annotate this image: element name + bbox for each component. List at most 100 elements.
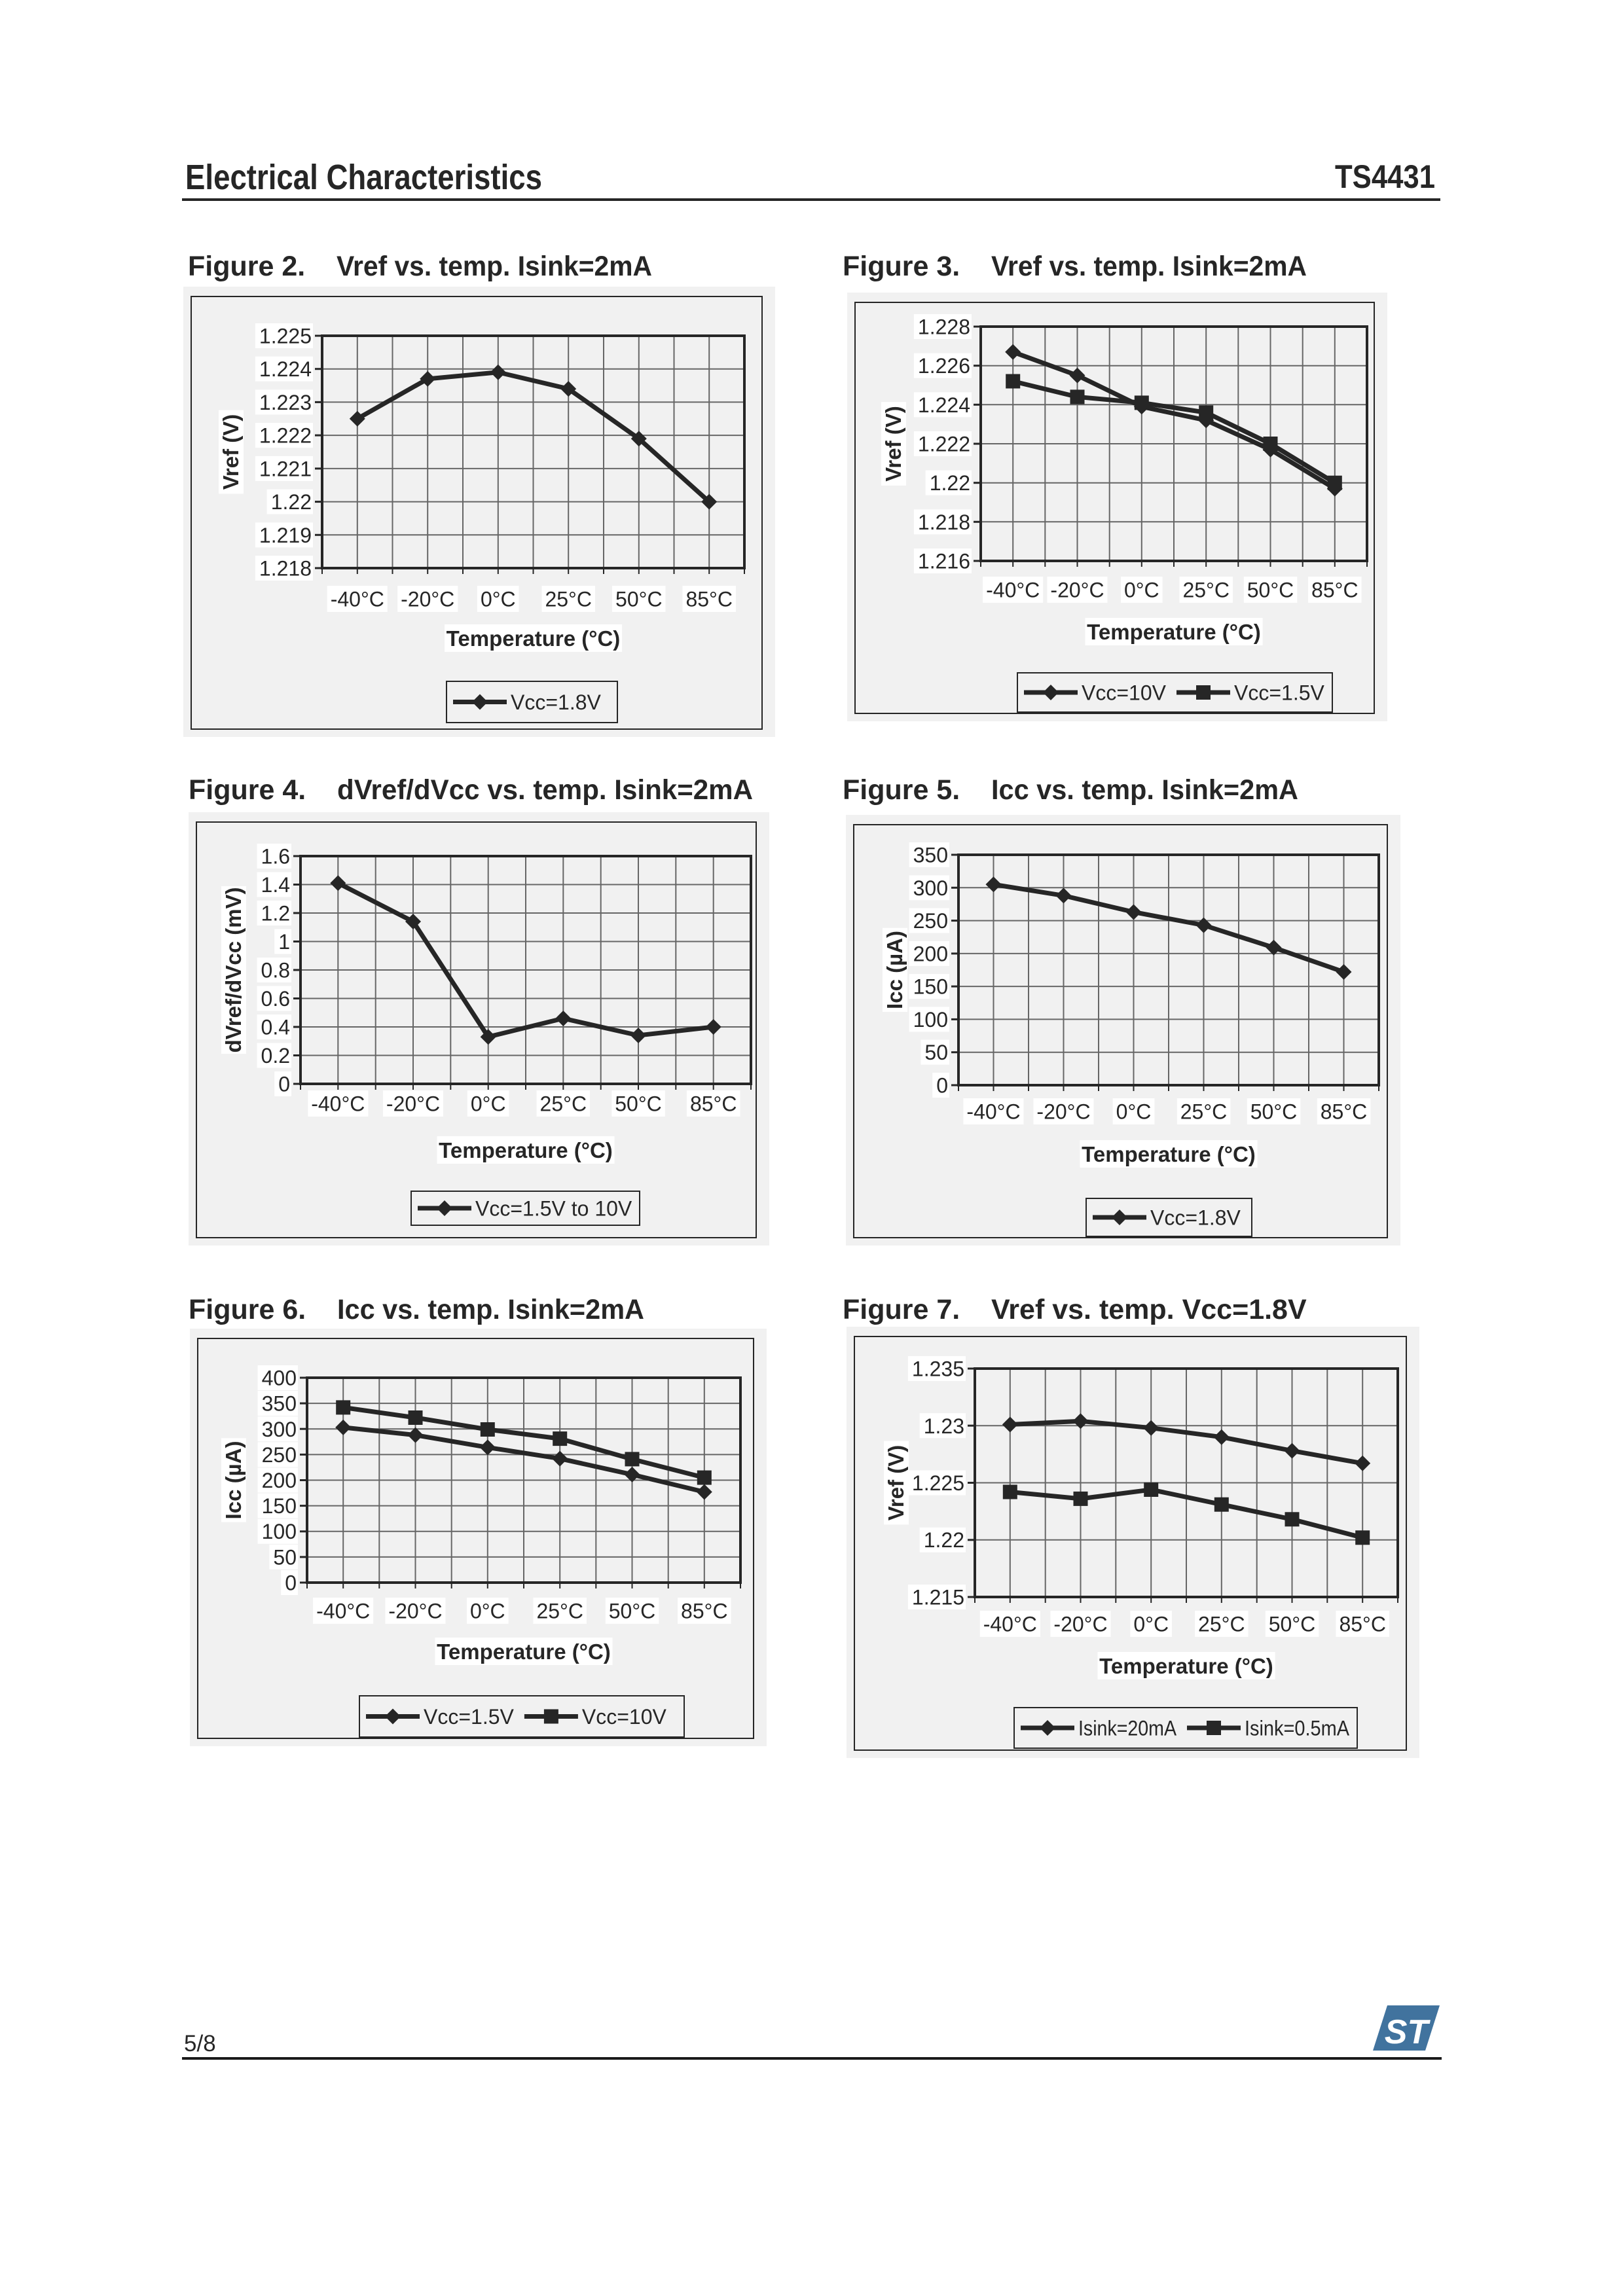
svg-text:1: 1 [278,930,290,954]
svg-text:1.23: 1.23 [924,1414,964,1438]
svg-text:85°C: 85°C [1321,1100,1368,1124]
svg-text:250: 250 [262,1443,297,1467]
svg-text:0°C: 0°C [1124,579,1159,602]
svg-text:Vcc=10V: Vcc=10V [582,1705,667,1729]
svg-text:1.215: 1.215 [912,1586,964,1609]
svg-text:ST: ST [1385,2013,1431,2051]
svg-text:1.6: 1.6 [261,845,290,869]
svg-text:0°C: 0°C [1116,1100,1152,1124]
svg-text:-40°C: -40°C [331,588,384,611]
svg-text:0.4: 0.4 [261,1016,290,1039]
svg-text:200: 200 [913,942,948,965]
svg-text:25°C: 25°C [545,588,592,611]
svg-text:-20°C: -20°C [386,1092,440,1116]
svg-text:Temperature (°C): Temperature (°C) [447,626,621,651]
svg-text:Figure 6.: Figure 6. [189,1294,306,1325]
svg-text:dVref/dVcc vs. temp. Isink=2mA: dVref/dVcc vs. temp. Isink=2mA [337,774,753,806]
svg-text:1.223: 1.223 [259,391,312,414]
svg-text:0: 0 [285,1571,297,1595]
svg-text:Icc vs. temp. Isink=2mA: Icc vs. temp. Isink=2mA [991,774,1298,806]
svg-text:Vcc=1.8V: Vcc=1.8V [511,691,602,714]
svg-text:1.22: 1.22 [930,471,970,495]
svg-text:Vcc=1.5V: Vcc=1.5V [1234,681,1325,705]
svg-text:50: 50 [273,1545,297,1569]
svg-text:Temperature (°C): Temperature (°C) [439,1138,613,1162]
svg-text:50°C: 50°C [609,1600,656,1623]
svg-text:Vref vs. temp. Isink=2mA: Vref vs. temp. Isink=2mA [991,251,1307,282]
svg-text:25°C: 25°C [1198,1613,1245,1636]
svg-text:85°C: 85°C [1311,579,1359,602]
svg-text:Electrical Characteristics: Electrical Characteristics [185,158,542,197]
svg-text:Vref vs. temp. Vcc=1.8V: Vref vs. temp. Vcc=1.8V [991,1294,1307,1325]
svg-text:50°C: 50°C [1247,579,1294,602]
svg-text:-20°C: -20°C [388,1600,442,1623]
svg-text:1.224: 1.224 [259,357,312,381]
svg-text:Icc (µA): Icc (µA) [221,1441,246,1520]
svg-text:1.219: 1.219 [259,524,312,547]
svg-text:300: 300 [262,1418,297,1441]
svg-text:50: 50 [924,1041,948,1064]
svg-text:dVref/dVcc (mV): dVref/dVcc (mV) [221,887,246,1052]
svg-text:-20°C: -20°C [401,588,454,611]
svg-text:1.218: 1.218 [918,511,970,534]
svg-text:50°C: 50°C [615,1092,662,1116]
svg-text:Temperature (°C): Temperature (°C) [1087,620,1261,644]
svg-text:350: 350 [913,844,948,867]
svg-text:85°C: 85°C [681,1600,728,1623]
svg-text:350: 350 [262,1392,297,1416]
svg-text:Temperature (°C): Temperature (°C) [1082,1142,1256,1166]
svg-text:-20°C: -20°C [1053,1613,1107,1636]
svg-text:Figure 2.: Figure 2. [188,251,305,282]
svg-text:100: 100 [913,1008,948,1031]
svg-text:1.228: 1.228 [918,315,970,339]
svg-text:50°C: 50°C [1250,1100,1298,1124]
svg-text:Vcc=1.5V to 10V: Vcc=1.5V to 10V [475,1197,632,1221]
svg-text:1.224: 1.224 [918,393,970,417]
svg-text:Temperature (°C): Temperature (°C) [437,1640,611,1664]
svg-text:25°C: 25°C [536,1600,583,1623]
svg-text:50°C: 50°C [1269,1613,1316,1636]
svg-text:Icc vs. temp. Isink=2mA: Icc vs. temp. Isink=2mA [337,1294,644,1325]
svg-text:1.226: 1.226 [918,354,970,378]
svg-text:Figure 4.: Figure 4. [189,774,306,806]
svg-text:0°C: 0°C [481,588,516,611]
svg-text:Vref (V): Vref (V) [881,406,905,482]
svg-text:Figure 7.: Figure 7. [843,1294,960,1325]
svg-text:25°C: 25°C [1180,1100,1228,1124]
svg-text:-20°C: -20°C [1036,1100,1090,1124]
svg-text:400: 400 [262,1367,297,1390]
svg-text:TS4431: TS4431 [1335,158,1435,195]
svg-text:0°C: 0°C [1133,1613,1169,1636]
svg-text:150: 150 [262,1494,297,1518]
svg-text:-40°C: -40°C [311,1092,365,1116]
svg-text:1.221: 1.221 [259,457,312,480]
svg-text:1.225: 1.225 [912,1471,964,1495]
svg-text:0: 0 [936,1074,948,1098]
svg-text:100: 100 [262,1520,297,1543]
svg-text:0.2: 0.2 [261,1044,290,1067]
svg-text:1.4: 1.4 [261,873,290,897]
svg-text:0.8: 0.8 [261,959,290,982]
svg-text:50°C: 50°C [615,588,663,611]
svg-text:Vcc=10V: Vcc=10V [1082,681,1167,705]
svg-text:1.22: 1.22 [924,1528,964,1552]
svg-text:0°C: 0°C [470,1600,505,1623]
svg-text:-40°C: -40°C [316,1600,370,1623]
svg-text:Vref (V): Vref (V) [219,414,243,490]
svg-text:300: 300 [913,876,948,900]
svg-text:1.22: 1.22 [271,490,312,514]
svg-text:1.235: 1.235 [912,1357,964,1381]
svg-text:-40°C: -40°C [986,579,1040,602]
svg-text:0.6: 0.6 [261,987,290,1011]
svg-text:-20°C: -20°C [1050,579,1104,602]
svg-text:Isink=20mA: Isink=20mA [1078,1717,1177,1740]
svg-text:-40°C: -40°C [966,1100,1020,1124]
svg-text:25°C: 25°C [1182,579,1230,602]
svg-text:85°C: 85°C [685,588,733,611]
svg-text:200: 200 [262,1469,297,1492]
svg-text:-40°C: -40°C [983,1613,1037,1636]
svg-text:1.218: 1.218 [259,557,312,581]
svg-text:Figure 5.: Figure 5. [843,774,960,806]
svg-text:1.222: 1.222 [259,424,312,448]
svg-text:Temperature (°C): Temperature (°C) [1099,1654,1273,1678]
